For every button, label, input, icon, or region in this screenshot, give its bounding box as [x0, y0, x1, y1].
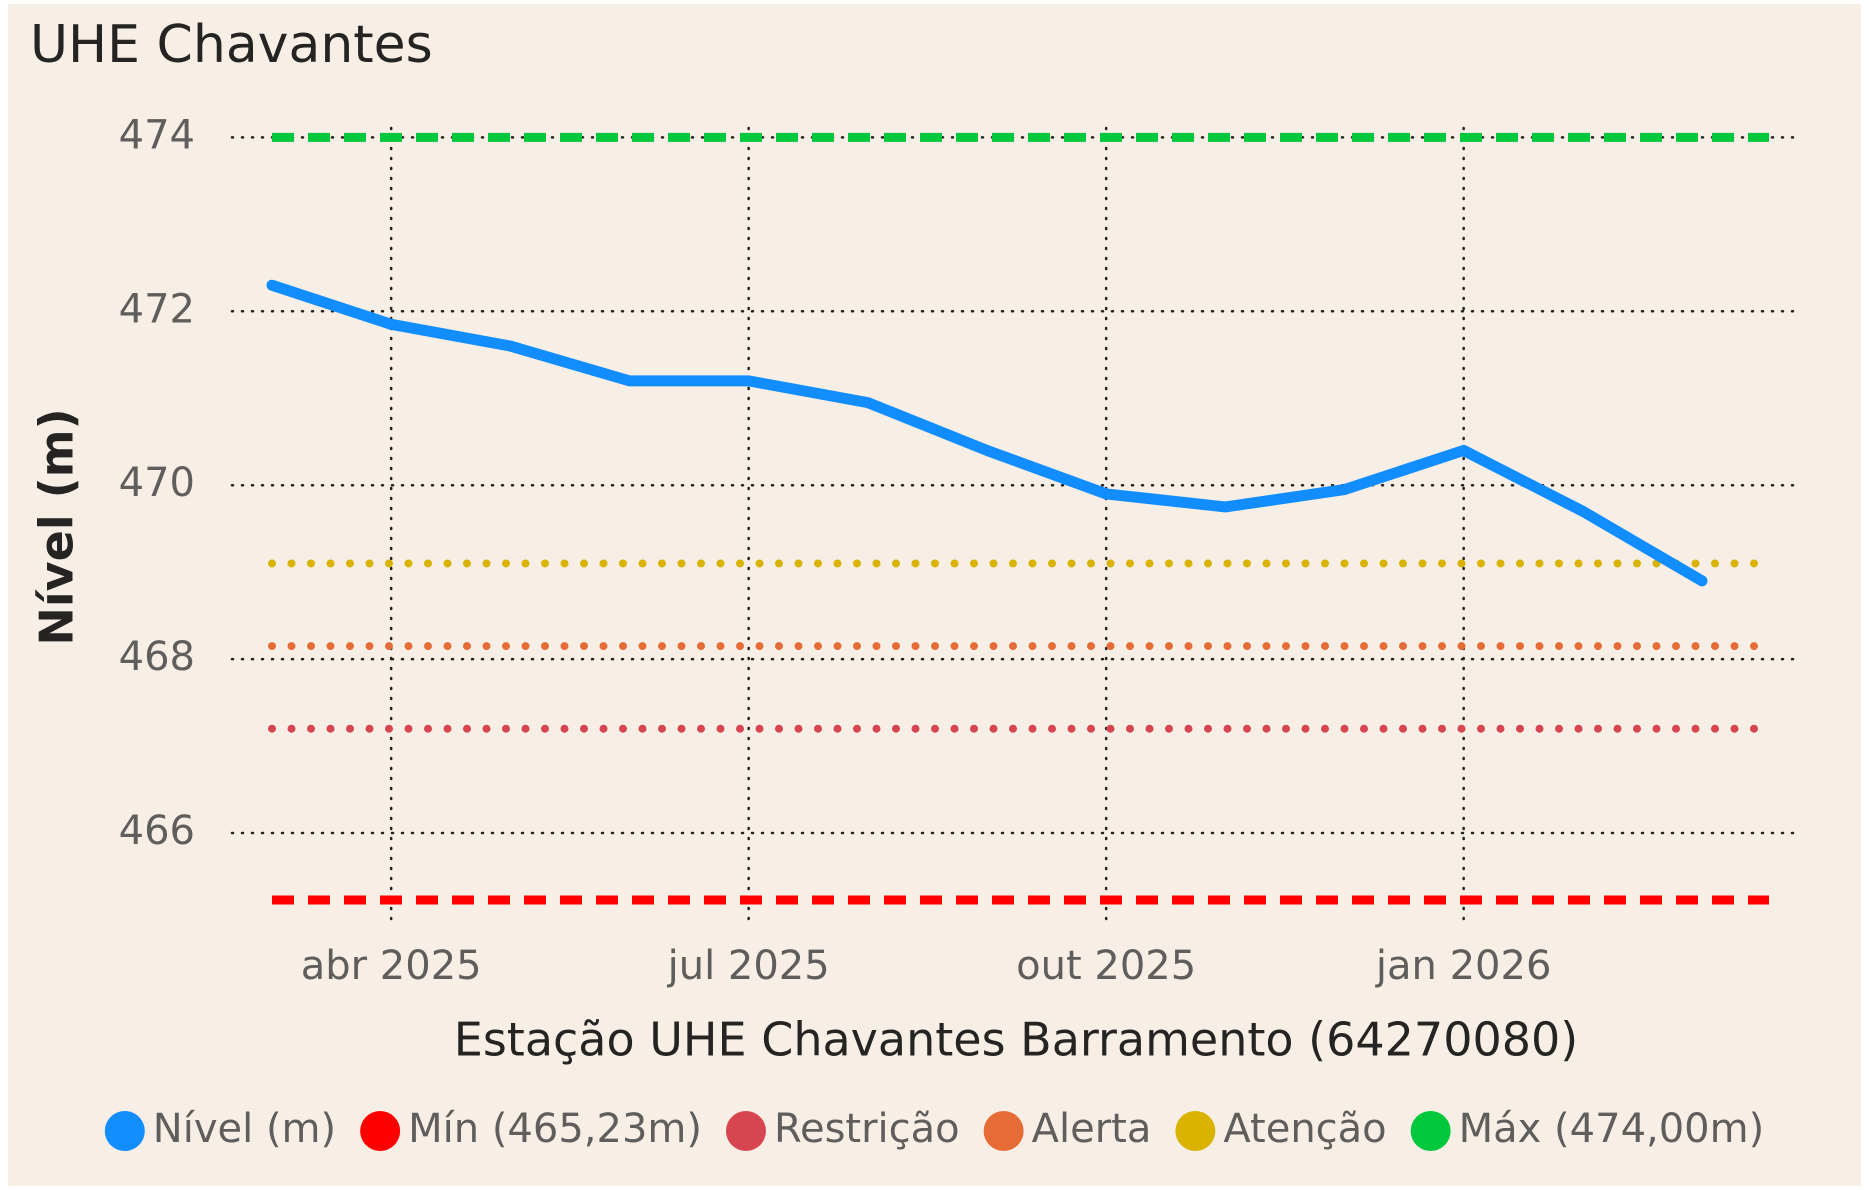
y-axis-title: Nível (m) — [30, 408, 84, 645]
legend-marker — [104, 1111, 145, 1151]
y-tick-label: 472 — [119, 286, 195, 332]
x-tick-label: abr 2025 — [301, 943, 482, 989]
x-tick-label: jul 2025 — [667, 943, 830, 989]
y-tick-label: 466 — [119, 808, 195, 854]
legend-label: Nível (m) — [153, 1106, 336, 1152]
x-tick-label: out 2025 — [1016, 943, 1196, 989]
legend-marker — [360, 1111, 401, 1151]
y-tick-label: 470 — [119, 460, 195, 506]
y-tick-label: 474 — [119, 112, 195, 158]
y-tick-label: 468 — [119, 634, 195, 680]
legend-label: Alerta — [1032, 1106, 1152, 1152]
legend: Nível (m) Mín (465,23m) Restrição Alerta Ate… — [104, 1106, 1765, 1152]
x-tick-label: jan 2026 — [1375, 943, 1552, 989]
x-axis-title: Estação UHE Chavantes Barramento (642700… — [454, 1013, 1578, 1067]
legend-marker — [1410, 1111, 1451, 1151]
legend-label: Máx (474,00m) — [1459, 1106, 1765, 1152]
legend-label: Mín (465,23m) — [408, 1106, 702, 1152]
legend-marker — [983, 1111, 1024, 1151]
background — [8, 4, 1861, 1186]
legend-label: Restrição — [774, 1106, 960, 1152]
legend-marker — [1175, 1111, 1216, 1151]
legend-label: Atenção — [1223, 1106, 1386, 1152]
chart-title: UHE Chavantes — [30, 15, 433, 75]
data-line — [266, 279, 1708, 587]
legend-marker — [725, 1111, 766, 1151]
